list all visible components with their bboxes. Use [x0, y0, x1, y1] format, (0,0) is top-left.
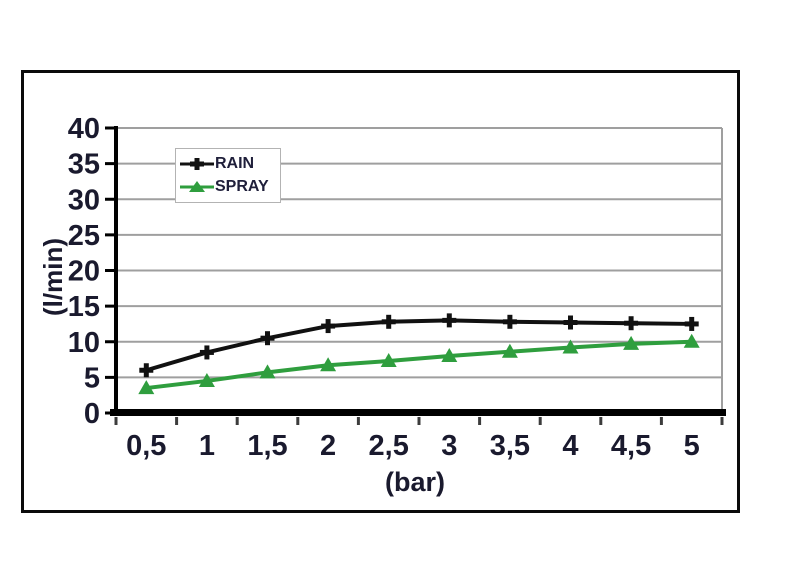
triangle-marker-icon: [380, 352, 397, 367]
chart-legend: RAIN SPRAY: [175, 148, 281, 203]
rain-series-marker-icon: [180, 158, 214, 170]
y-axis-title: (l/min): [38, 238, 68, 316]
y-tick-label: 40: [68, 113, 100, 145]
legend-label-spray: SPRAY: [215, 178, 269, 195]
x-tick-label: 3: [441, 430, 457, 462]
triangle-marker-icon: [623, 335, 640, 350]
x-tick-label: 3,5: [490, 430, 530, 462]
x-tick-label: 4: [562, 430, 578, 462]
y-tick-label: 10: [68, 327, 100, 359]
triangle-marker-icon: [562, 339, 579, 354]
legend-item-spray: SPRAY: [180, 178, 276, 196]
x-tick-label: 0,5: [126, 430, 166, 462]
x-tick-label: 1: [199, 430, 215, 462]
y-tick-label: 0: [84, 398, 100, 430]
y-tick-label: 5: [84, 362, 100, 394]
y-axis-line: [114, 126, 118, 415]
legend-label-rain: RAIN: [215, 155, 255, 172]
triangle-marker-icon: [138, 380, 155, 395]
x-axis-title: (bar): [385, 467, 445, 497]
triangle-marker-icon: [320, 357, 337, 372]
spray-series-marker-icon: [180, 181, 214, 192]
triangle-marker-icon: [501, 343, 518, 358]
triangle-marker-icon: [198, 372, 215, 387]
legend-item-rain: RAIN: [180, 155, 276, 173]
x-axis-line: [110, 409, 726, 416]
y-tick-label: 15: [68, 291, 100, 323]
y-tick-label: 20: [68, 256, 100, 288]
y-tick-label: 25: [68, 220, 100, 252]
triangle-marker-icon: [683, 333, 700, 348]
y-tick-label: 35: [68, 149, 100, 181]
series-line-rain: [145, 318, 692, 373]
chart-frame: 0 5 10 15 20 25 30 35 40 0,5 1 1,5 2 2,5 3 3,5 4 4,5 5 RAI…: [21, 70, 740, 513]
x-tick-label: 4,5: [611, 430, 651, 462]
x-tick-label: 5: [684, 430, 700, 462]
y-tick-label: 30: [68, 184, 100, 216]
x-tick-label: 2,5: [369, 430, 409, 462]
series-line-spray: [146, 339, 692, 391]
x-tick-label: 1,5: [247, 430, 287, 462]
triangle-marker-icon: [441, 348, 458, 362]
triangle-marker-icon: [259, 364, 276, 379]
x-tick-label: 2: [320, 430, 336, 462]
